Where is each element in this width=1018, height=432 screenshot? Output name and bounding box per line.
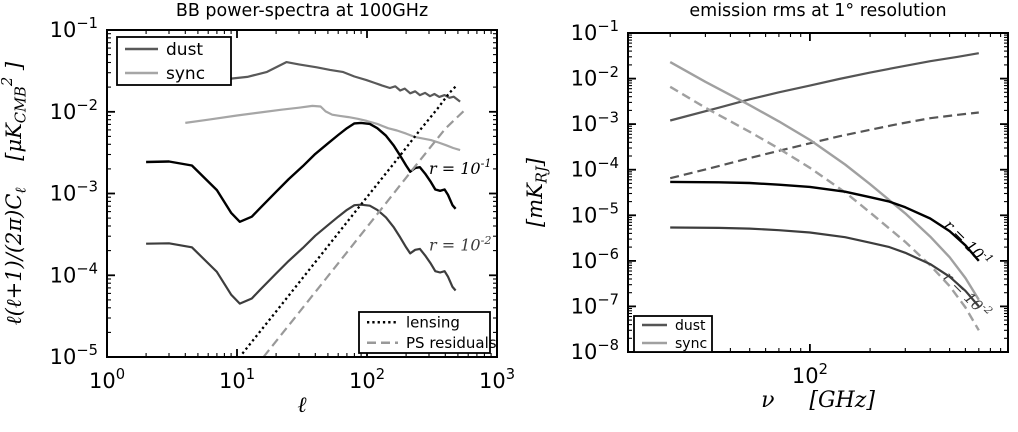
y-tick-label: 10−3 xyxy=(50,179,98,206)
y-tick-label: 10−3 xyxy=(571,109,619,136)
right-chart-title: emission rms at 1° resolution xyxy=(689,1,947,21)
axis-ticks xyxy=(628,32,1008,353)
series-sync-solid xyxy=(669,61,980,301)
legend-box xyxy=(358,311,491,354)
y-tick-label: 10−8 xyxy=(571,337,619,364)
series-dust-solid xyxy=(669,52,979,122)
y-tick-label: 10−2 xyxy=(50,97,98,124)
legend-bottom-right: lensing PS residuals xyxy=(358,311,497,354)
y-tick-label: 10−1 xyxy=(571,18,619,45)
x-tick-label: 101 xyxy=(219,366,255,393)
y-tick-label: 10−2 xyxy=(571,64,619,91)
series-dust xyxy=(185,60,461,103)
curve-annotation: r = 10-1 xyxy=(940,215,995,270)
plot-frame xyxy=(627,32,1009,353)
legend-label: PS residuals xyxy=(406,334,497,352)
curve-annotation: r = 10-2 xyxy=(429,234,492,255)
series-dust-dashed xyxy=(669,111,979,180)
legend-box xyxy=(116,36,232,86)
legend-top-left: dust sync xyxy=(116,36,232,86)
y-tick-label: 10−6 xyxy=(571,246,619,273)
y-tick-label: 10−4 xyxy=(571,155,619,182)
chart-bb-power-spectra: 100 101 102 103 10−1 10−2 10−3 10−4 10−5 ℓ ℓ(ℓ+1)/… xyxy=(0,15,515,418)
series-cmb-bb-r-0.1 xyxy=(146,121,457,224)
x-tick-label: 102 xyxy=(792,361,828,388)
x-tick-label: 102 xyxy=(349,366,385,393)
curve-annotation: r = 10-1 xyxy=(429,157,492,178)
legend-label: sync xyxy=(675,336,707,352)
legend-label: lensing xyxy=(406,314,460,332)
legend-box xyxy=(633,315,713,353)
legend-label: dust xyxy=(675,318,706,334)
y-tick-label: 10−5 xyxy=(571,200,619,227)
left-chart-title: BB power-spectra at 100GHz xyxy=(175,1,429,21)
y-tick-label: 10−7 xyxy=(571,292,619,319)
y-tick-label: 10−4 xyxy=(50,260,98,287)
y-axis-label: [mKRJ] xyxy=(523,157,551,227)
series-cmb-r-0.1 xyxy=(670,180,980,262)
y-axis-label: ℓ(ℓ+1)/(2π)Cℓ [μKCMB2 ] xyxy=(0,61,30,325)
legend-label: dust xyxy=(166,40,203,60)
y-tick-label: 10−1 xyxy=(50,15,98,42)
x-axis-label: ℓ xyxy=(297,393,307,418)
series-lensing xyxy=(241,84,458,355)
axis-ticks xyxy=(106,29,498,358)
series-ps-residuals xyxy=(262,109,466,358)
legend-label: sync xyxy=(166,64,205,84)
series-sync xyxy=(185,104,461,152)
series-cmb-bb-r-0.01 xyxy=(146,203,457,305)
curve-annotation: r = 10-2 xyxy=(940,267,995,322)
x-axis-label: ν [GHz] xyxy=(761,388,875,413)
x-tick-label: 103 xyxy=(479,366,515,393)
series-sync-dashed xyxy=(669,85,980,331)
legend-bottom-left: dust sync xyxy=(633,315,713,353)
chart-emission-rms: 102 10−1 10−2 10−3 10−4 10−5 10−6 10−7 10−8 ν [GH… xyxy=(523,18,1009,413)
y-tick-label: 10−5 xyxy=(50,342,98,369)
series-cmb-r-0.01 xyxy=(670,226,980,308)
x-tick-label: 100 xyxy=(89,366,125,393)
